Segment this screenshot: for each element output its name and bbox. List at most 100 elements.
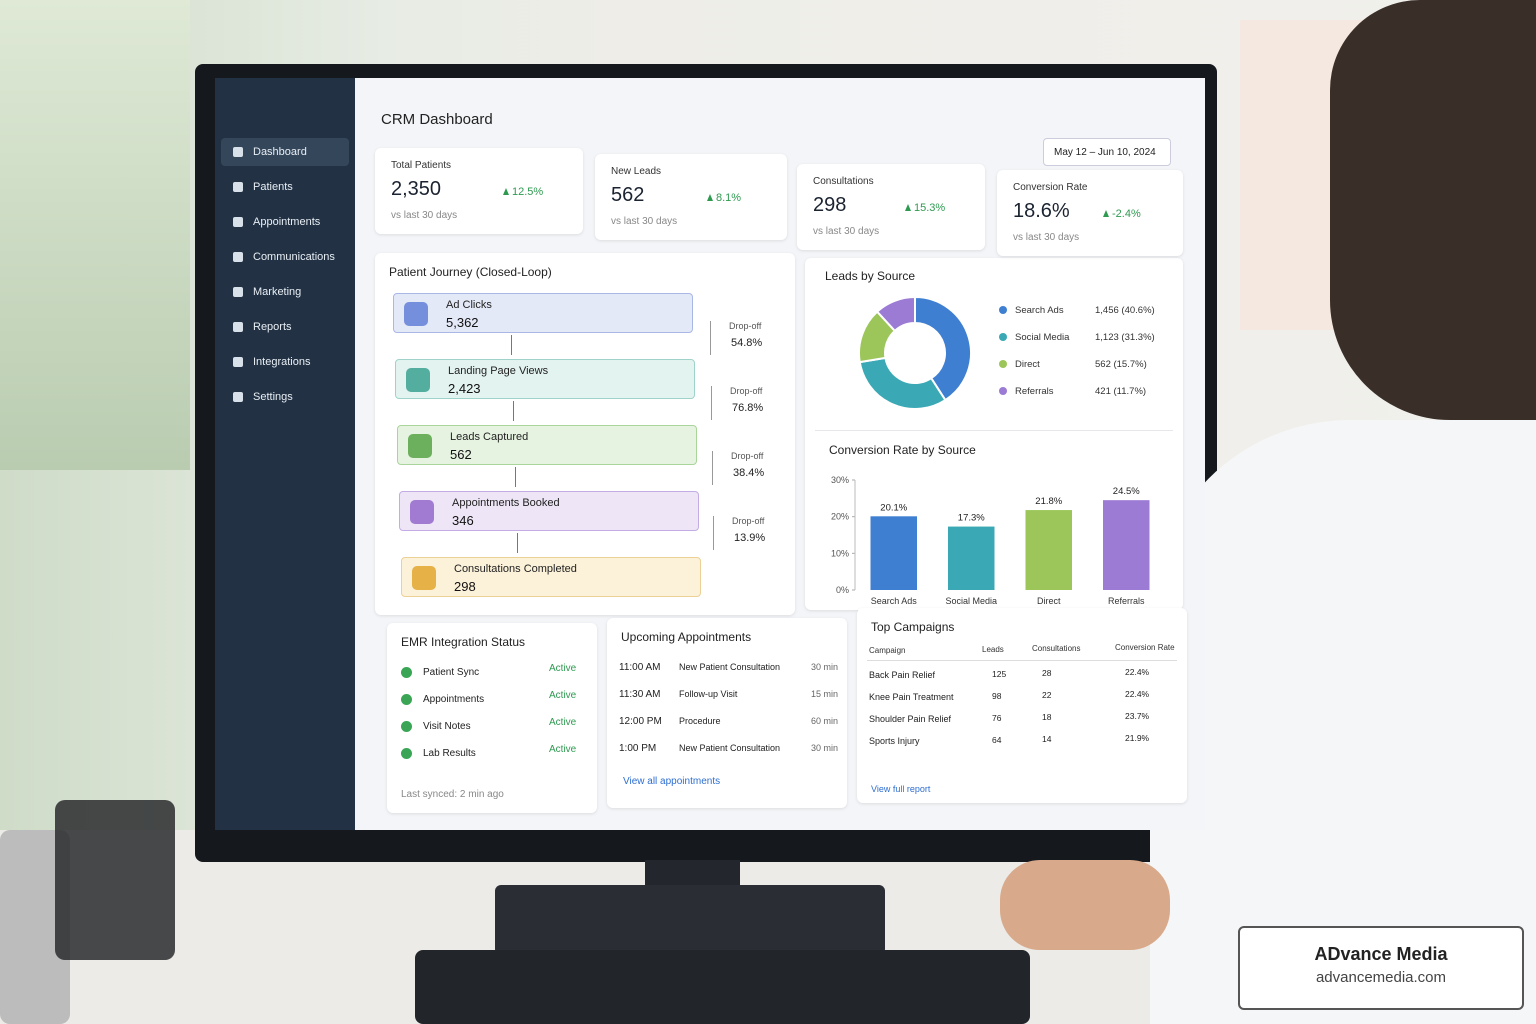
sync-note: Last synced: 2 min ago [401,789,504,800]
campaign-cell: 22.4% [1125,689,1150,699]
y-tick-label: 30% [831,475,849,485]
campaign-cell: 22.4% [1125,667,1150,677]
kpi-label: Consultations [813,176,874,187]
dropoff-label: Drop-off [732,516,765,526]
campaign-cell: Knee Pain Treatment [869,692,954,702]
watermark: ADvance Media advancemedia.com [1238,926,1524,1010]
page-title: CRM Dashboard [381,111,493,128]
dropoff-bracket [712,451,713,485]
dropoff-value: 76.8% [732,402,764,414]
kpi-card: Total Patients 2,350 12.5% vs last 30 days [375,148,583,234]
appointment-cell: 60 min [811,716,839,726]
nav-item[interactable]: Marketing [221,278,349,306]
appointment-cell: 1:00 PM [619,743,657,754]
campaign-cell: 98 [992,691,1002,701]
bar [948,526,995,590]
legend-swatch [999,333,1007,341]
appointment-cell: New Patient Consultation [679,743,781,753]
integration-status: Active [549,717,577,728]
x-tick-label: Social Media [945,596,997,606]
kpi-card: New Leads 562 8.1% vs last 30 days [595,154,787,240]
campaign-cell: 28 [1042,668,1052,678]
dropoff-bracket [710,321,711,355]
integration-name: Lab Results [423,748,476,759]
appointment-cell: 15 min [811,689,839,699]
integration-status: Active [549,744,577,755]
nav-item[interactable]: Integrations [221,348,349,376]
chart-panel: Leads by Source Search Ads 1,456 (40.6%) So… [805,258,1183,610]
campaign-cell: 64 [992,735,1002,745]
integration-name: Patient Sync [423,667,480,678]
up-arrow [1103,210,1109,217]
status-check [401,721,412,732]
person-coat [1150,420,1536,1024]
panel-title: Patient Journey (Closed-Loop) [389,265,552,279]
funnel-step: Appointments Booked 346 [399,491,699,531]
chart-title: Leads by Source [825,269,915,283]
view-link[interactable]: View all appointments [623,776,721,787]
up-arrow [503,188,509,195]
dropoff-bracket [713,516,714,550]
journey-panel: Patient Journey (Closed-Loop) Ad Clicks 5… [375,253,795,615]
bar [870,516,917,590]
y-tick-label: 10% [831,548,849,558]
nav-item[interactable]: Appointments [221,208,349,236]
integration-name: Visit Notes [423,721,471,732]
dropoff-bracket [711,386,712,420]
monitor-base [495,885,885,955]
nav-icon [233,182,243,192]
legend-label: Search Ads [1015,305,1064,316]
step-arrow [517,533,518,553]
step-label: Appointments Booked [452,497,560,509]
nav-item[interactable]: Dashboard [221,138,349,166]
step-arrow [513,401,514,421]
dropoff-value: 54.8% [731,337,763,349]
nav-item[interactable]: Settings [221,383,349,411]
date-picker[interactable]: May 12 – Jun 10, 2024 [1043,138,1171,166]
kpi-note: vs last 30 days [813,226,880,237]
legend-label: Social Media [1015,332,1070,343]
dropoff-label: Drop-off [731,451,764,461]
bar [1025,510,1072,590]
campaign-cell: 14 [1042,734,1052,744]
step-value: 562 [450,447,472,462]
kpi-note: vs last 30 days [1013,232,1080,243]
appointment-cell: 30 min [811,662,839,672]
nav-item[interactable]: Communications [221,243,349,271]
up-arrow [905,204,911,211]
change-text: -2.4% [1112,208,1141,220]
campaign-cell: Shoulder Pain Relief [869,714,952,724]
window [0,0,190,470]
step-label: Landing Page Views [448,365,549,377]
kpi-value: 2,350 [391,178,442,200]
bar-label: 21.8% [1035,496,1062,507]
kpi-change: 12.5% [503,186,543,198]
step-value: 2,423 [448,381,481,396]
nav-item[interactable]: Patients [221,173,349,201]
appointment-cell: 11:00 AM [619,662,661,673]
step-icon [404,302,428,326]
appointment-cell: 30 min [811,743,839,753]
funnel-step: Ad Clicks 5,362 [393,293,693,333]
view-link[interactable]: View full report [871,784,931,794]
step-value: 346 [452,513,474,528]
step-icon [408,434,432,458]
kpi-value: 18.6% [1013,200,1070,222]
kpi-change: 8.1% [707,192,741,204]
keyboard [415,950,1030,1024]
panel-title: Top Campaigns [871,620,955,634]
dropoff-label: Drop-off [730,386,763,396]
step-label: Leads Captured [450,431,529,443]
up-arrow [707,194,713,201]
nav-item[interactable]: Reports [221,313,349,341]
y-tick-label: 0% [836,585,849,595]
emr-panel: EMR Integration Status Patient Sync Activ… [387,623,597,813]
step-icon [412,566,436,590]
step-value: 298 [454,579,476,594]
appointment-cell: New Patient Consultation [679,662,781,672]
pie-slice [875,295,916,333]
campaign-cell: 23.7% [1125,711,1150,721]
appointment-cell: 12:00 PM [619,716,662,727]
person-hand [1000,860,1170,950]
